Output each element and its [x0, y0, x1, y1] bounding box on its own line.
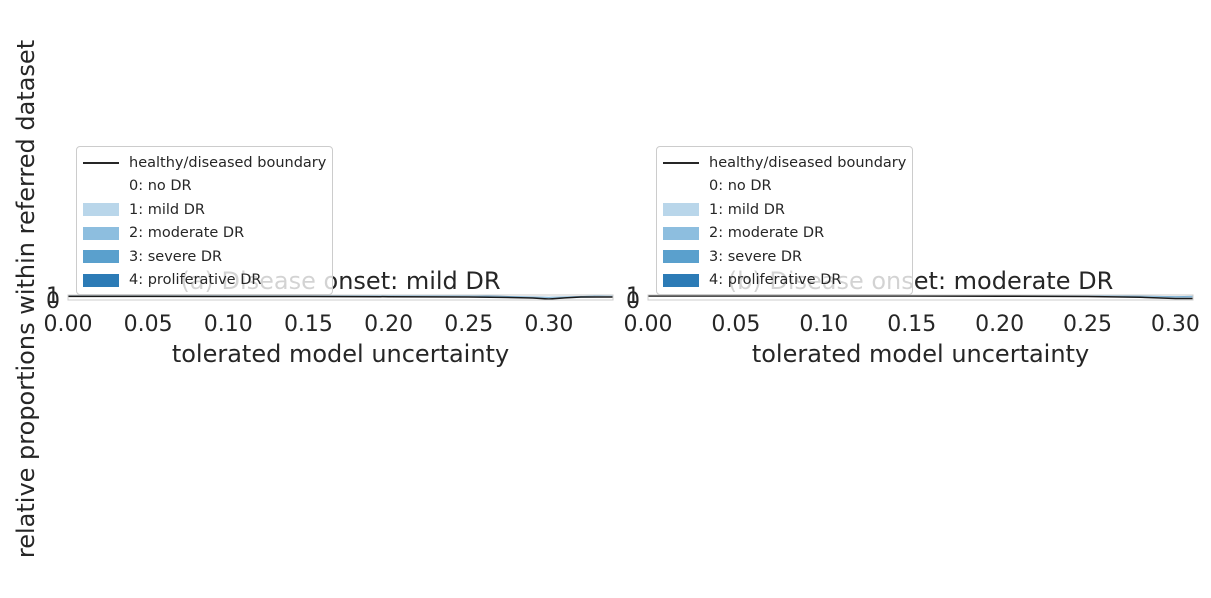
legend-label: 2: moderate DR	[129, 225, 245, 242]
legend-swatch	[83, 226, 119, 240]
legend-label: healthy/diseased boundary	[709, 154, 907, 171]
x-tick-label: 0.30	[524, 312, 573, 337]
legend-label: 3: severe DR	[129, 248, 223, 265]
legend-item-moderate-dr: 2: moderate DR	[83, 222, 326, 246]
y-tick-label: 0	[46, 289, 60, 314]
legend-swatch	[83, 179, 119, 193]
legend-item-proliferative-dr: 4: proliferative DR	[83, 269, 326, 293]
x-tick-label: 0.20	[975, 312, 1024, 337]
x-axis-label: tolerated model uncertainty	[752, 340, 1089, 368]
legend-label: 4: proliferative DR	[129, 272, 262, 289]
x-tick-label: 0.05	[124, 312, 173, 337]
axes-frame	[647, 294, 1194, 301]
shared-y-axis-label: relative proportions within referred dat…	[12, 40, 40, 558]
legend-item-no-dr: 0: no DR	[83, 175, 326, 199]
panel-b: 01 0.00 0.05 0.10 0.15 0.20 0.25 0.30 tolerated …	[624, 267, 1200, 368]
x-tick-label: 0.15	[887, 312, 936, 337]
axes-frame	[67, 294, 614, 301]
x-tick-label: 0.30	[1151, 312, 1200, 337]
boundary-line	[648, 295, 1193, 300]
panel-a: 01 0.00 0.05 0.10 0.15 0.20 0.25 0.30 tolerated …	[44, 267, 614, 368]
x-axis-label: tolerated model uncertainty	[172, 340, 509, 368]
legend-swatch	[663, 179, 699, 193]
legend-label: healthy/diseased boundary	[129, 154, 327, 171]
legend-swatch	[663, 273, 699, 287]
legend-swatch	[663, 226, 699, 240]
legend-label: 2: moderate DR	[709, 225, 825, 242]
legend-panel-a: healthy/diseased boundary 0: no DR 1: mi…	[76, 146, 334, 295]
legend-swatch	[83, 273, 119, 287]
legend-swatch	[663, 203, 699, 217]
legend-swatch	[83, 203, 119, 217]
legend-label: 3: severe DR	[709, 248, 803, 265]
area-series-3	[68, 295, 613, 298]
legend-label: 1: mild DR	[709, 201, 785, 218]
legend-label: 4: proliferative DR	[709, 272, 842, 289]
legend-line-swatch	[663, 161, 699, 164]
x-tick-label: 0.25	[1063, 312, 1112, 337]
legend-item-severe-dr: 3: severe DR	[83, 245, 326, 269]
legend-panel-b: healthy/diseased boundary 0: no DR 1: mi…	[656, 146, 914, 295]
legend-label: 1: mild DR	[129, 201, 205, 218]
x-tick-label: 0.00	[44, 312, 93, 337]
y-tick-label: 0	[626, 289, 640, 314]
y-tick-label: 1	[626, 284, 640, 309]
x-tick-label: 0.15	[284, 312, 333, 337]
x-tick-label: 0.05	[711, 312, 760, 337]
legend-swatch	[83, 250, 119, 264]
boundary-line	[68, 295, 613, 300]
legend-item-moderate-dr: 2: moderate DR	[663, 222, 906, 246]
legend-label: 0: no DR	[129, 178, 192, 195]
legend-line-swatch	[83, 161, 119, 164]
legend-item-mild-dr: 1: mild DR	[83, 198, 326, 222]
x-tick-label: 0.25	[444, 312, 493, 337]
x-tick-label: 0.20	[364, 312, 413, 337]
legend-item-boundary: healthy/diseased boundary	[663, 151, 906, 175]
legend-item-mild-dr: 1: mild DR	[663, 198, 906, 222]
legend-swatch	[663, 250, 699, 264]
x-tick-label: 0.10	[204, 312, 253, 337]
y-tick-label: 1	[46, 284, 60, 309]
legend-item-boundary: healthy/diseased boundary	[83, 151, 326, 175]
legend-label: 0: no DR	[709, 178, 772, 195]
legend-item-proliferative-dr: 4: proliferative DR	[663, 269, 906, 293]
legend-item-no-dr: 0: no DR	[663, 175, 906, 199]
legend-item-severe-dr: 3: severe DR	[663, 245, 906, 269]
x-tick-label: 0.00	[624, 312, 673, 337]
x-tick-label: 0.10	[799, 312, 848, 337]
